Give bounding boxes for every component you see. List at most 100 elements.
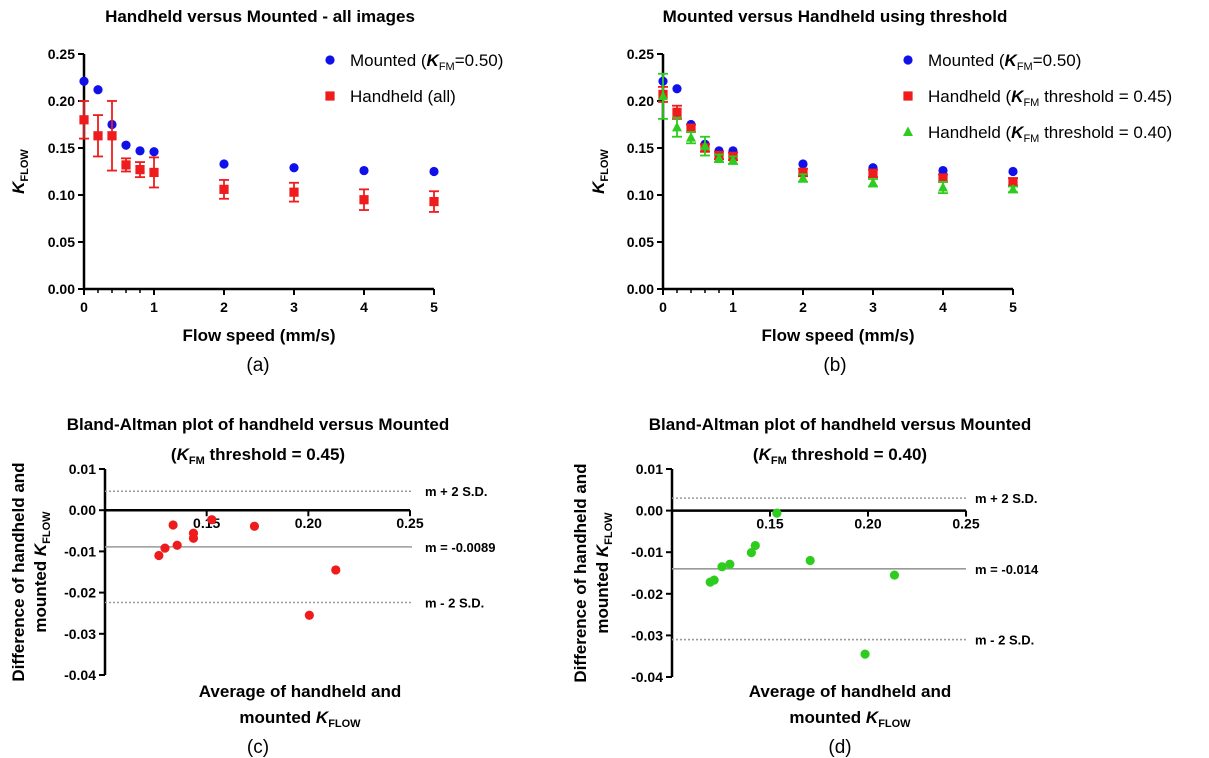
x-tick-label: 0.25 bbox=[952, 516, 979, 532]
series-0 bbox=[79, 76, 439, 177]
data-point bbox=[772, 508, 782, 518]
x-tick-label: 2 bbox=[799, 299, 807, 315]
x-tick-label: 2 bbox=[220, 299, 228, 315]
data-point bbox=[798, 167, 808, 178]
y-tick-label: 0.01 bbox=[636, 461, 663, 477]
x-tick-label: 4 bbox=[939, 299, 947, 315]
data-point bbox=[1008, 183, 1018, 194]
reference-label: m + 2 S.D. bbox=[975, 491, 1038, 506]
x-tick-label: 1 bbox=[729, 299, 737, 315]
reference-label: m = -0.014 bbox=[975, 562, 1039, 577]
y-tick-label: -0.02 bbox=[631, 586, 663, 602]
y-tick-label: 0.25 bbox=[627, 46, 654, 62]
x-axis-label: Flow speed (mm/s) bbox=[761, 326, 914, 345]
y-tick-label: -0.02 bbox=[64, 585, 96, 601]
x-tick-label: 0.15 bbox=[756, 516, 783, 532]
data-point bbox=[714, 152, 724, 163]
data-point bbox=[746, 548, 756, 558]
data-point bbox=[79, 76, 89, 86]
y-tick-label: 0.20 bbox=[48, 93, 75, 109]
data-point bbox=[658, 90, 668, 101]
series-0 bbox=[154, 515, 341, 620]
data-point bbox=[750, 540, 760, 551]
data-point bbox=[207, 515, 217, 525]
data-point bbox=[359, 165, 369, 176]
data-point bbox=[249, 521, 260, 531]
data-point bbox=[168, 520, 178, 530]
data-point bbox=[686, 123, 696, 133]
x-axis-label-line2: mounted KFLOW bbox=[239, 708, 361, 730]
x-tick-label: 0.25 bbox=[396, 515, 423, 531]
x-axis-label: Flow speed (mm/s) bbox=[182, 326, 335, 345]
data-point bbox=[93, 131, 103, 141]
data-point bbox=[938, 173, 948, 183]
panel-caption: (b) bbox=[823, 355, 846, 376]
x-tick-label: 1 bbox=[150, 299, 158, 315]
data-point bbox=[149, 147, 159, 157]
data-point bbox=[107, 131, 117, 141]
data-point bbox=[172, 540, 182, 550]
data-point bbox=[938, 181, 948, 192]
data-point bbox=[154, 550, 164, 561]
legend-marker bbox=[903, 55, 913, 65]
panel-b: Mounted versus Handheld using threshold 0… bbox=[589, 7, 1172, 376]
data-point bbox=[188, 533, 199, 543]
panel-d: Bland-Altman plot of handheld versus Mou… bbox=[571, 415, 1039, 758]
x-tick-label: 3 bbox=[869, 299, 877, 315]
x-tick-label: 0.20 bbox=[854, 516, 881, 532]
y-tick-label: 0.10 bbox=[627, 187, 654, 203]
data-point bbox=[805, 555, 815, 566]
y-tick-label: 0.05 bbox=[627, 234, 654, 250]
x-axis-label-line1: Average of handheld and bbox=[749, 682, 951, 701]
x-tick-label: 5 bbox=[430, 299, 438, 315]
data-point bbox=[725, 559, 735, 569]
data-point bbox=[289, 187, 299, 197]
x-tick-label: 5 bbox=[1009, 299, 1017, 315]
data-point bbox=[717, 562, 727, 572]
panel-caption: (c) bbox=[247, 737, 269, 758]
legend-marker bbox=[903, 126, 913, 136]
x-axis-label-line1: Average of handheld and bbox=[199, 682, 401, 701]
data-point bbox=[289, 163, 299, 173]
data-point bbox=[1008, 177, 1018, 187]
chart-title: Bland-Altman plot of handheld versus Mou… bbox=[649, 415, 1032, 434]
x-tick-label: 0.20 bbox=[295, 515, 322, 531]
data-point bbox=[219, 159, 229, 169]
data-point bbox=[860, 649, 870, 659]
data-point bbox=[359, 195, 369, 205]
reference-label: m - 2 S.D. bbox=[425, 595, 484, 610]
y-tick-label: 0.00 bbox=[627, 281, 654, 297]
chart-subtitle: (KFM threshold = 0.45) bbox=[171, 445, 345, 467]
panel-c: Bland-Altman plot of handheld versus Mou… bbox=[9, 415, 495, 758]
data-point bbox=[1008, 166, 1018, 177]
x-tick-label: 3 bbox=[290, 299, 298, 315]
series-2 bbox=[658, 72, 1018, 195]
data-point bbox=[121, 140, 131, 150]
y-tick-label: -0.04 bbox=[64, 667, 96, 683]
data-point bbox=[686, 132, 696, 142]
legend-label: Handheld (KFM threshold = 0.45) bbox=[928, 87, 1172, 109]
data-point bbox=[938, 165, 948, 176]
panel-caption: (d) bbox=[828, 737, 851, 758]
legend-marker bbox=[325, 91, 335, 101]
data-point bbox=[868, 177, 878, 187]
y-tick-label: 0.00 bbox=[636, 503, 663, 519]
data-point bbox=[160, 543, 170, 553]
x-tick-label: 0 bbox=[659, 299, 667, 315]
data-point bbox=[135, 165, 145, 175]
chart-title: Bland-Altman plot of handheld versus Mou… bbox=[67, 415, 450, 434]
y-tick-label: 0.25 bbox=[48, 46, 75, 62]
reference-label: m - 2 S.D. bbox=[975, 633, 1034, 648]
y-tick-label: 0.15 bbox=[627, 140, 654, 156]
panel-a: Handheld versus Mounted - all images 0.00… bbox=[9, 7, 503, 376]
x-tick-label: 0 bbox=[80, 299, 88, 315]
x-tick-label: 0.15 bbox=[193, 515, 220, 531]
data-point bbox=[868, 168, 878, 178]
y-tick-label: -0.01 bbox=[631, 544, 663, 560]
legend-label: Mounted (KFM=0.50) bbox=[928, 51, 1081, 73]
data-point bbox=[728, 154, 738, 165]
y-tick-label: 0.00 bbox=[69, 502, 96, 518]
y-tick-label: 0.00 bbox=[48, 281, 75, 297]
reference-label: m + 2 S.D. bbox=[425, 484, 488, 499]
data-point bbox=[798, 159, 808, 169]
